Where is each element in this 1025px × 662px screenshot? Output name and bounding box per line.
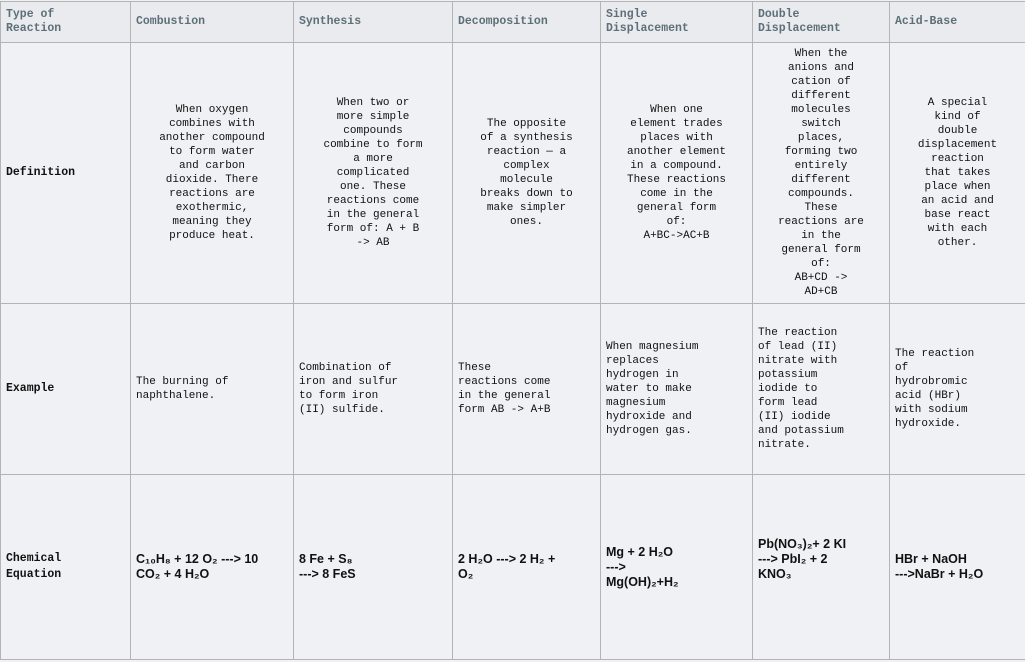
definition-acid-base: A special kind of double displacement re… <box>889 42 1025 304</box>
equation-double-displacement: Pb(NO₃)₂+ 2 KI ---> PbI₂ + 2 KNO₃ <box>752 474 890 660</box>
example-combustion: The burning of naphthalene. <box>130 303 294 475</box>
definition-combustion: When oxygen combines with another compou… <box>130 42 294 304</box>
example-double-displacement: The reaction of lead (II) nitrate with p… <box>752 303 890 475</box>
equation-row: Chemical Equation C₁₀H₈ + 12 O₂ ---> 10 … <box>0 474 1025 660</box>
definition-double-displacement: When the anions and cation of different … <box>752 42 890 304</box>
header-decomposition: Decomposition <box>452 1 601 43</box>
example-decomposition: These reactions come in the general form… <box>452 303 601 475</box>
definition-row: Definition When oxygen combines with ano… <box>0 42 1025 304</box>
header-double-displacement: Double Displacement <box>752 1 890 43</box>
header-combustion: Combustion <box>130 1 294 43</box>
row-label-example: Example <box>0 303 131 475</box>
example-row: Example The burning of naphthalene. Comb… <box>0 303 1025 475</box>
header-corner: Type of Reaction <box>0 1 131 43</box>
equation-acid-base: HBr + NaOH --->NaBr + H₂O <box>889 474 1025 660</box>
header-synthesis: Synthesis <box>293 1 453 43</box>
definition-single-displacement: When one element trades places with anot… <box>600 42 753 304</box>
header-single-displacement: Single Displacement <box>600 1 753 43</box>
header-row: Type of Reaction Combustion Synthesis De… <box>0 1 1025 43</box>
example-single-displacement: When magnesium replaces hydrogen in wate… <box>600 303 753 475</box>
equation-single-displacement: Mg + 2 H₂O ---> Mg(OH)₂+H₂ <box>600 474 753 660</box>
row-label-definition: Definition <box>0 42 131 304</box>
equation-synthesis: 8 Fe + S₈ ---> 8 FeS <box>293 474 453 660</box>
definition-decomposition: The opposite of a synthesis reaction — a… <box>452 42 601 304</box>
equation-combustion: C₁₀H₈ + 12 O₂ ---> 10 CO₂ + 4 H₂O <box>130 474 294 660</box>
header-acid-base: Acid-Base <box>889 1 1025 43</box>
equation-decomposition: 2 H₂O ---> 2 H₂ + O₂ <box>452 474 601 660</box>
definition-synthesis: When two or more simple compounds combin… <box>293 42 453 304</box>
example-synthesis: Combination of iron and sulfur to form i… <box>293 303 453 475</box>
row-label-chemical-equation: Chemical Equation <box>0 474 131 660</box>
example-acid-base: The reaction of hydrobromic acid (HBr) w… <box>889 303 1025 475</box>
